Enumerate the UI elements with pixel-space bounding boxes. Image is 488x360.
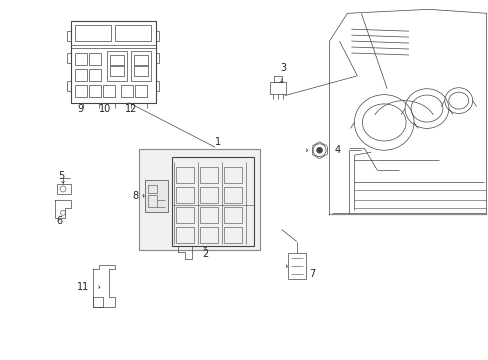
Bar bbox=[176, 207, 194, 223]
Bar bbox=[133, 66, 147, 76]
Bar bbox=[75, 53, 87, 65]
Bar bbox=[71, 21, 155, 103]
Bar bbox=[273, 76, 281, 82]
Bar bbox=[102, 85, 115, 96]
Text: 10: 10 bbox=[99, 104, 111, 113]
Bar bbox=[200, 167, 218, 183]
Bar bbox=[75, 25, 111, 41]
Bar bbox=[176, 187, 194, 203]
Text: 9: 9 bbox=[78, 104, 84, 113]
Bar bbox=[147, 185, 157, 193]
Text: 8: 8 bbox=[132, 191, 138, 201]
Bar bbox=[89, 53, 101, 65]
Bar bbox=[224, 227, 242, 243]
Bar bbox=[115, 25, 150, 41]
Bar bbox=[224, 167, 242, 183]
Bar bbox=[75, 85, 87, 96]
Text: 11: 11 bbox=[77, 282, 89, 292]
Bar bbox=[75, 69, 87, 81]
Bar bbox=[106, 51, 126, 81]
Bar bbox=[176, 227, 194, 243]
Circle shape bbox=[316, 147, 322, 153]
Bar bbox=[109, 66, 123, 76]
Bar bbox=[133, 55, 147, 65]
Bar bbox=[176, 167, 194, 183]
Bar bbox=[93, 297, 102, 307]
Bar bbox=[121, 85, 132, 96]
Bar bbox=[89, 85, 101, 96]
Bar bbox=[130, 51, 150, 81]
Bar bbox=[172, 157, 253, 247]
Bar bbox=[200, 207, 218, 223]
Bar bbox=[144, 180, 168, 212]
Bar bbox=[89, 69, 101, 81]
Text: 5: 5 bbox=[58, 171, 64, 181]
Text: 4: 4 bbox=[334, 145, 340, 155]
Bar bbox=[138, 149, 260, 251]
Bar bbox=[269, 82, 285, 94]
Text: 7: 7 bbox=[309, 269, 315, 279]
Bar bbox=[200, 187, 218, 203]
Bar bbox=[109, 55, 123, 65]
Text: 6: 6 bbox=[56, 216, 62, 226]
Bar bbox=[134, 85, 146, 96]
Text: 2: 2 bbox=[202, 249, 208, 260]
Bar bbox=[57, 184, 71, 194]
Bar bbox=[287, 253, 305, 279]
Bar bbox=[224, 207, 242, 223]
Text: 3: 3 bbox=[280, 63, 286, 73]
Bar bbox=[147, 195, 157, 207]
Bar bbox=[200, 227, 218, 243]
Text: 12: 12 bbox=[124, 104, 137, 113]
Text: 1: 1 bbox=[215, 137, 221, 147]
Bar bbox=[224, 187, 242, 203]
